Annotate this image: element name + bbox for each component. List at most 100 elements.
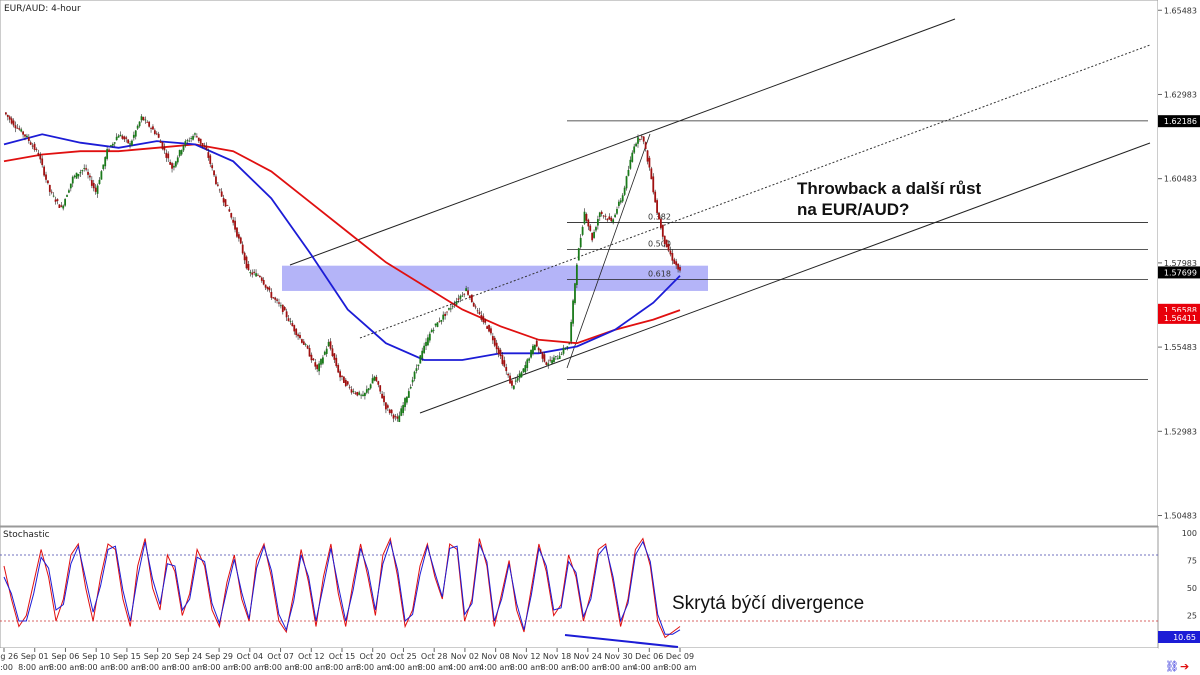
candle-body (574, 283, 576, 304)
candle-body (291, 323, 294, 327)
candle-body (90, 180, 93, 186)
candle-body (614, 214, 616, 217)
candle-body (293, 325, 296, 332)
candle-body (125, 137, 128, 139)
candle-body (547, 363, 550, 365)
candle-body (337, 364, 340, 373)
candle-body (266, 286, 269, 290)
candle-body (188, 140, 191, 142)
candle-body (606, 218, 609, 221)
candle-body (155, 133, 158, 135)
candle-body (201, 143, 204, 146)
candle-body (621, 195, 624, 202)
candle-body (480, 314, 483, 320)
time-tick-label: Sep 24 (174, 652, 202, 661)
candle-body (306, 345, 309, 349)
candle-body (171, 163, 173, 169)
candle-body (367, 388, 370, 391)
fib-label: 0.500 (648, 240, 671, 249)
time-tick-sublabel: 8:00 am (80, 663, 113, 672)
time-tick-label: Aug 26 (0, 652, 18, 661)
candle-body (96, 185, 99, 194)
link-icon[interactable]: ⛓ (1165, 660, 1179, 673)
candle-body (62, 205, 65, 209)
candle-body (625, 176, 628, 189)
time-tick-label: Nov 30 (604, 652, 632, 661)
candle-body (272, 297, 275, 299)
price-tag (1158, 311, 1200, 324)
candle-body (232, 219, 235, 223)
candle-body (66, 195, 68, 197)
candle-body (300, 339, 303, 343)
candle-body (596, 219, 599, 226)
price-axis[interactable]: 1.65483 1.62983 1.60483 1.57983 1.55483 1.529… (1158, 0, 1200, 526)
candle-body (94, 187, 97, 192)
candle-body (449, 308, 452, 310)
candle-body (41, 158, 44, 166)
candle-body (512, 385, 515, 389)
candle-body (463, 293, 466, 295)
price-axis-ticks: 1.65483 1.62983 1.60483 1.57983 1.55483 1.529… (1158, 6, 1197, 521)
candle-body (608, 216, 611, 220)
candle-body (310, 354, 313, 361)
candle-body (646, 150, 649, 162)
candle-body (150, 128, 152, 129)
candle-body (356, 391, 359, 396)
candle-body (278, 302, 280, 304)
candle-body (73, 175, 76, 178)
candle-body (323, 351, 326, 355)
time-tick-sublabel: 8:00 am (510, 663, 543, 672)
candle-body (138, 121, 141, 127)
candle-body (71, 176, 74, 184)
time-tick-label: Oct 04 (237, 652, 264, 661)
candle-body (159, 141, 162, 143)
candle-body (68, 190, 70, 193)
candle-body (333, 353, 336, 360)
candle-body (409, 386, 412, 389)
candle-body (394, 416, 397, 418)
candle-body (16, 127, 19, 129)
candle-body (612, 219, 615, 223)
candle-body (593, 231, 595, 238)
candle-body (532, 345, 534, 354)
candle-body (644, 142, 647, 150)
candle-body (142, 116, 145, 121)
candle-body (54, 199, 57, 202)
candle-body (549, 359, 552, 361)
candle-body (26, 135, 28, 138)
candle-body (207, 152, 210, 158)
stochastic-tick-label: 50 (1187, 584, 1197, 593)
candle-body (285, 311, 288, 318)
candle-body (421, 350, 424, 359)
candle-body (325, 348, 328, 354)
price-tag-label: 1.62186 (1164, 117, 1197, 126)
candle-body (675, 261, 678, 266)
candle-body (430, 329, 433, 333)
time-tick-label: Nov 08 (481, 652, 509, 661)
candle-body (434, 323, 437, 326)
stochastic-levels (0, 554, 1158, 622)
arrow-right-icon[interactable]: ➔ (1180, 660, 1189, 673)
candle-body (5, 112, 7, 115)
candle-body (373, 376, 376, 381)
candle-body (144, 119, 147, 121)
candle-body (554, 355, 557, 357)
stochastic-pane[interactable]: Stochastic Skrytá býčí divergence (0, 526, 1159, 649)
time-tick-label: Sep 06 (52, 652, 80, 661)
candle-body (106, 149, 109, 159)
candle-body (48, 184, 51, 192)
candle-body (257, 274, 259, 276)
candle-body (262, 279, 265, 285)
candle-body (195, 136, 198, 138)
candle-body (436, 322, 439, 327)
candle-body (281, 304, 284, 312)
candle-body (669, 250, 672, 255)
candle-body (302, 341, 305, 345)
candle-body (551, 360, 553, 364)
candle-body (37, 152, 40, 156)
candle-body (679, 266, 681, 271)
candle-body (581, 226, 584, 235)
candle-body (50, 191, 53, 193)
